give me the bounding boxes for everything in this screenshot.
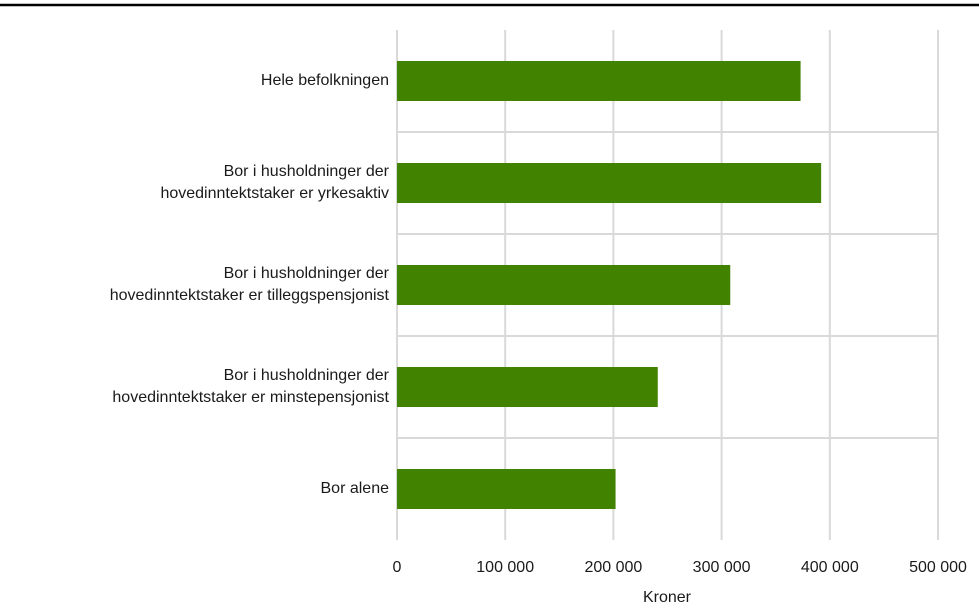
bar xyxy=(397,367,658,407)
x-tick-label: 200 000 xyxy=(584,559,642,576)
x-tick-label: 400 000 xyxy=(801,559,859,576)
bar xyxy=(397,469,616,509)
y-tick-label: Bor i husholdninger der hovedinntektstak… xyxy=(160,163,389,202)
x-tick-label: 300 000 xyxy=(693,559,751,576)
bar xyxy=(397,61,801,101)
bar xyxy=(397,163,822,203)
y-tick-label: Bor alene xyxy=(320,480,390,497)
y-tick-label: Bor i husholdninger der hovedinntektstak… xyxy=(109,265,389,304)
x-axis-title: Kroner xyxy=(643,589,692,606)
x-tick-label: 500 000 xyxy=(909,559,967,576)
y-tick-label: Bor i husholdninger der hovedinntektstak… xyxy=(112,367,389,406)
x-tick-label: 0 xyxy=(393,559,402,576)
bar xyxy=(397,265,731,305)
y-tick-label: Hele befolkningen xyxy=(260,72,389,89)
x-tick-label: 100 000 xyxy=(476,559,534,576)
